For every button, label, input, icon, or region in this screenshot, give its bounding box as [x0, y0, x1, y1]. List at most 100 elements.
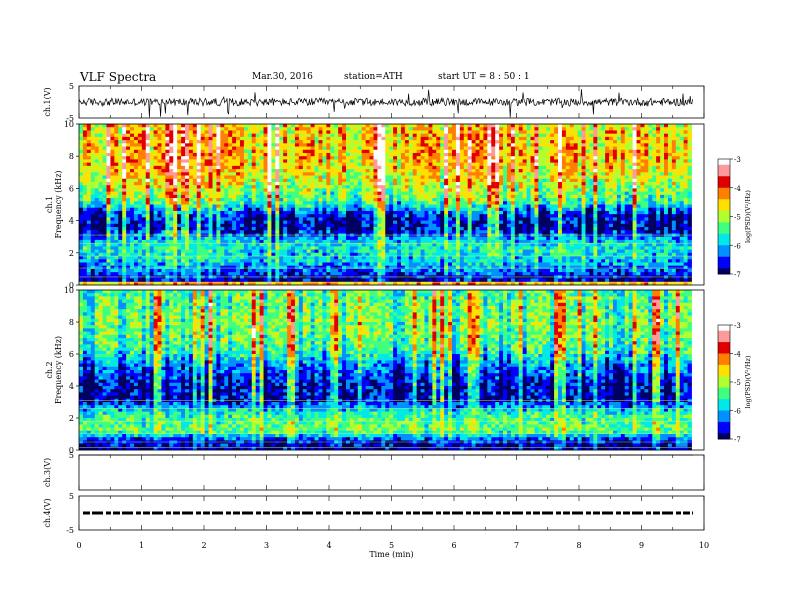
ch1-spectrogram-colorbar-cell	[718, 196, 730, 200]
ch2-spectrogram-colorbar-cell	[718, 339, 730, 343]
ch1-spectrogram-ylabel-channel: ch.1	[45, 196, 54, 213]
ch1-spectrogram-colorbar-cell	[718, 193, 730, 197]
x-tick-label: 9	[639, 541, 644, 550]
ch1-spectrogram-ytick-label: 10	[64, 120, 74, 129]
ch2-spectrogram-colorbar-cell	[718, 330, 730, 335]
ch2-spectrogram-colorbar-cell	[718, 382, 730, 386]
ch1-spectrogram-colorbar-tick-label: -4	[734, 185, 741, 193]
date-label: Mar.30, 2016	[252, 72, 313, 82]
ch2-spectrogram-colorbar-cell	[718, 427, 730, 431]
ch2-spectrogram-ylabel-channel: ch.2	[45, 361, 54, 378]
x-tick-label: 1	[139, 541, 144, 550]
ch1-spectrogram-ylabel-frequency: Frequency (kHz)	[54, 170, 63, 238]
ch1-waveform-trace	[78, 89, 693, 118]
ch1-spectrogram-colorbar-cell	[718, 164, 730, 169]
ch1-spectrogram-ytick-label: 0	[69, 281, 74, 290]
station-label: station=ATH	[344, 72, 403, 82]
ch1-spectrogram-colorbar-cell	[718, 216, 730, 220]
ch2-spectrogram-colorbar-cell	[718, 327, 730, 332]
ch2-spectrogram-colorbar-cell	[718, 390, 730, 394]
x-axis-label: Time (min)	[369, 550, 413, 559]
ch1-spectrogram-colorbar-cell	[718, 176, 730, 180]
ch2-spectrogram-colorbar-cell	[718, 347, 730, 352]
ch1-spectrogram-colorbar-cell	[718, 259, 730, 263]
ch1-spectrogram-colorbar-cell	[718, 245, 730, 249]
ch1-spectrogram-colorbar-cell	[718, 159, 730, 163]
ch1-spectrogram-colorbar-tick-label: -7	[734, 271, 741, 279]
ch2-spectrogram-colorbar-cell	[718, 436, 730, 440]
chart-title: VLF Spectra	[80, 70, 157, 84]
ch2-spectrogram-colorbar-cell	[718, 416, 730, 420]
ch1-spectrogram-colorbar-cell	[718, 256, 730, 261]
ch2-spectrogram-colorbar-cell	[718, 433, 730, 437]
ch1-spectrogram-colorbar-tick-label: -3	[734, 156, 741, 164]
ch1-spectrogram-colorbar-cell	[718, 213, 730, 217]
ch2-spectrogram-ytick-label: 0	[69, 446, 74, 455]
ch2-spectrogram-colorbar-cell	[718, 387, 730, 392]
ch2-spectrogram-colorbar-cell	[718, 364, 730, 369]
ch2-spectrogram-frame	[78, 289, 705, 451]
ch1-spectrogram-colorbar-cell	[718, 271, 730, 275]
ch1-spectrogram-colorbar-cell	[718, 230, 730, 235]
ch1-spectrogram-colorbar-cell	[718, 265, 730, 269]
ch2-spectrogram-colorbar-cell	[718, 407, 730, 411]
ch2-spectrogram-colorbar-cell	[718, 350, 730, 354]
ch1-spectrogram-colorbar-cell	[718, 205, 730, 209]
ch1-spectrogram-colorbar-cell	[718, 268, 730, 272]
ch3-waveform-ylabel: ch.3(V)	[43, 458, 52, 487]
ch2-spectrogram-colorbar-cell	[718, 396, 730, 400]
ch1-waveform-ytick-label: -5	[66, 114, 74, 123]
ch2-spectrogram-colorbar-tick-label: -5	[734, 379, 741, 387]
ch1-spectrogram-colorbar-cell	[718, 173, 730, 177]
start-time-label: start UT = 8 : 50 : 1	[438, 72, 530, 82]
x-tick-label: 8	[576, 541, 581, 550]
ch2-spectrogram-cells	[79, 290, 692, 451]
ch1-spectrogram-cells	[79, 124, 692, 286]
ch2-spectrogram-colorbar-tick-label: -6	[734, 408, 741, 416]
ch2-spectrogram-colorbar-tick-label: -7	[734, 436, 741, 444]
ch4-waveform-ytick-label: 5	[69, 492, 74, 501]
ch2-spectrogram-colorbar-cell	[718, 325, 730, 329]
ch1-waveform-ytick-label: 5	[69, 82, 74, 91]
ch2-spectrogram-colorbar-cell	[718, 373, 730, 377]
ch2-spectrogram-colorbar-cell	[718, 333, 730, 337]
x-tick-label: 4	[326, 541, 331, 550]
ch2-spectrogram-colorbar-cell	[718, 367, 730, 372]
ch1-spectrogram-colorbar-cell	[718, 179, 730, 183]
ch2-spectrogram-colorbar-cell	[718, 344, 730, 349]
x-tick-label: 6	[451, 541, 456, 550]
ch2-spectrogram-colorbar-cell	[718, 342, 730, 346]
ch1-spectrogram-colorbar-cell	[718, 182, 730, 186]
ch2-spectrogram-colorbar-cell	[718, 421, 730, 426]
x-tick-label: 7	[514, 541, 519, 550]
ch2-spectrogram-colorbar-cell	[718, 410, 730, 414]
ch2-spectrogram-colorbar-cell	[718, 353, 730, 357]
x-tick-label: 2	[201, 541, 206, 550]
ch1-spectrogram-colorbar-cell	[718, 242, 730, 246]
ch1-spectrogram-colorbar-cell	[718, 170, 730, 174]
ch1-spectrogram-colorbar-cell	[718, 248, 730, 252]
ch4-waveform-ylabel: ch.4(V)	[43, 498, 52, 527]
ch2-spectrogram-ytick-label: 4	[69, 382, 74, 391]
ch2-spectrogram-colorbar-cell	[718, 362, 730, 366]
ch2-spectrogram-colorbar-cell	[718, 399, 730, 403]
ch1-waveform-ylabel: ch.1(V)	[43, 87, 52, 116]
ch2-spectrogram-ytick-label: 6	[69, 350, 74, 359]
ch2-spectrogram-colorbar-label: log(PSD)(V²/Hz)	[744, 355, 752, 408]
x-tick-label: 0	[76, 541, 81, 550]
ch2-spectrogram-colorbar-cell	[718, 413, 730, 417]
ch2-spectrogram-colorbar-cell	[718, 404, 730, 409]
x-tick-label: 10	[699, 541, 709, 550]
ch1-spectrogram-ytick-label: 8	[69, 152, 74, 161]
ch2-spectrogram-colorbar-cell	[718, 379, 730, 383]
ch1-spectrogram-colorbar-label: log(PSD)(V²/Hz)	[744, 190, 752, 243]
ch3-waveform-frame	[78, 454, 705, 491]
ch1-spectrogram-colorbar-cell	[718, 228, 730, 232]
ch1-spectrogram-colorbar-cell	[718, 251, 730, 255]
ch1-spectrogram-colorbar-cell	[718, 207, 730, 212]
ch1-spectrogram-colorbar-cell	[718, 184, 730, 189]
ch1-spectrogram-colorbar-cell	[718, 236, 730, 240]
ch1-spectrogram-colorbar-cell	[718, 253, 730, 258]
ch1-spectrogram-colorbar-cell	[718, 199, 730, 203]
